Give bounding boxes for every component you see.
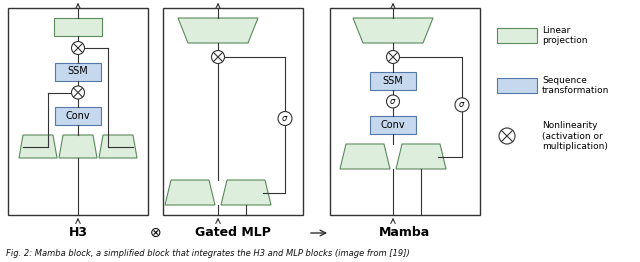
Text: $\otimes$: $\otimes$ — [149, 226, 162, 240]
Text: Sequence
transformation: Sequence transformation — [542, 76, 609, 95]
Circle shape — [499, 128, 515, 144]
Text: Conv: Conv — [381, 120, 405, 130]
Polygon shape — [221, 180, 271, 205]
Bar — [497, 78, 537, 93]
Bar — [55, 63, 101, 80]
Bar — [370, 72, 416, 90]
Text: Mamba: Mamba — [380, 227, 431, 239]
Bar — [55, 107, 101, 125]
Text: Fig. 2: Mamba block, a simplified block that integrates the H3 and MLP blocks (i: Fig. 2: Mamba block, a simplified block … — [6, 249, 410, 259]
Circle shape — [278, 112, 292, 125]
Circle shape — [387, 95, 399, 108]
Polygon shape — [19, 135, 57, 158]
Text: Gated MLP: Gated MLP — [195, 227, 271, 239]
Text: Conv: Conv — [66, 111, 90, 121]
Circle shape — [455, 98, 469, 112]
Bar — [497, 28, 537, 43]
Circle shape — [72, 41, 84, 54]
Circle shape — [211, 51, 225, 63]
Circle shape — [387, 51, 399, 63]
Circle shape — [72, 86, 84, 99]
Text: Nonlinearity
(activation or
multiplication): Nonlinearity (activation or multiplicati… — [542, 121, 608, 151]
Polygon shape — [178, 18, 258, 43]
Polygon shape — [396, 144, 446, 169]
Polygon shape — [340, 144, 390, 169]
Bar — [370, 116, 416, 134]
Bar — [8, 8, 148, 215]
Text: SSM: SSM — [383, 75, 403, 85]
Bar — [163, 8, 303, 215]
Text: $\sigma$: $\sigma$ — [389, 97, 397, 106]
Text: H3: H3 — [68, 227, 88, 239]
Text: $\sigma$: $\sigma$ — [281, 114, 289, 123]
Text: SSM: SSM — [68, 67, 88, 77]
Bar — [54, 18, 102, 36]
Polygon shape — [59, 135, 97, 158]
Text: $\sigma$: $\sigma$ — [458, 100, 466, 109]
Polygon shape — [99, 135, 137, 158]
Text: Linear
projection: Linear projection — [542, 26, 588, 45]
Bar — [330, 8, 480, 215]
Polygon shape — [353, 18, 433, 43]
Polygon shape — [165, 180, 215, 205]
